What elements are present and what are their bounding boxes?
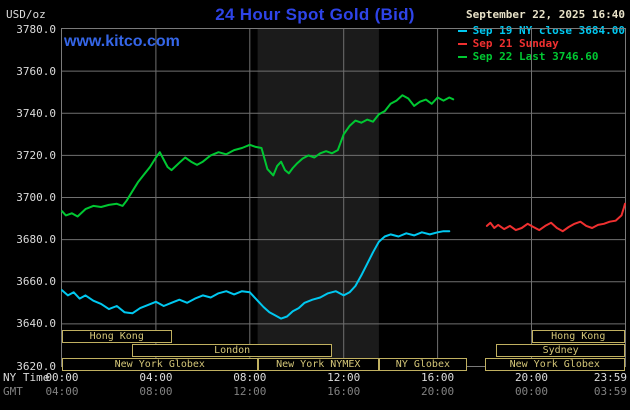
- x-axis-row-label: NY Time: [3, 371, 50, 384]
- y-axis-tick-label: 3760.0: [16, 64, 56, 78]
- chart-datetime: September 22, 2025 16:40: [466, 8, 625, 21]
- y-axis-tick-label: 3700.0: [16, 191, 56, 204]
- y-axis-tick-label: 3620.0: [16, 359, 56, 373]
- plot-area: [61, 29, 626, 366]
- x-axis-tick-label: 08:00: [139, 385, 173, 398]
- x-axis-tick-label: 00:00: [514, 385, 549, 398]
- y-axis-tick-label: 3640.0: [16, 317, 56, 331]
- y-axis-tick-label: 3780.0: [16, 22, 56, 36]
- x-axis-row-label: GMT: [3, 385, 23, 398]
- y-axis-tick-label: 3740.0: [16, 106, 56, 120]
- y-axis-units-label: USD/oz: [6, 8, 46, 21]
- x-axis-tick-label: 04:00: [45, 385, 79, 398]
- x-axis-row-ny-time: NY Time 00:00 04:00 08:00 12:00 16:00 20:00 23:…: [0, 371, 630, 384]
- x-axis-tick-label: 12:00: [327, 371, 361, 384]
- x-axis-tick-label: 12:00: [233, 385, 267, 398]
- series-sep-21-sunday: [485, 202, 626, 233]
- legend-label-sep22: Sep 22 Last 3746.60: [472, 50, 599, 63]
- series-sep-22: [61, 94, 455, 218]
- legend-label-sep21: Sep 21 Sunday: [472, 37, 559, 50]
- session-box-sydney: Sydney: [496, 344, 625, 357]
- series-sep-19-ny-close: [61, 230, 451, 320]
- session-box-hong-kong: Hong Kong: [531, 330, 625, 343]
- session-box-ny-globex: NY Globex: [378, 358, 467, 371]
- session-box-new-york-globex: New York Globex: [62, 358, 258, 371]
- y-axis-tick-label: 3680.0: [16, 233, 56, 247]
- plot-frame: Hong Kong Hong Kong London Sydney New York G…: [61, 28, 626, 371]
- y-axis-tick-label: 3660.0: [16, 275, 56, 289]
- x-axis-tick-label: 20:00: [421, 385, 455, 398]
- x-axis-tick-label: 08:00: [233, 371, 267, 384]
- chart-title: 24 Hour Spot Gold (Bid): [215, 5, 415, 24]
- session-box-london: London: [132, 344, 332, 357]
- x-axis-tick-label: 20:00: [514, 371, 549, 384]
- legend-item-sep22: Sep 22 Last 3746.60: [457, 50, 625, 63]
- x-axis-tick-label: 16:00: [421, 371, 455, 384]
- x-axis-tick-label: 04:00: [139, 371, 173, 384]
- legend-marker-sep19: [457, 29, 467, 32]
- legend: Sep 19 NY close 3684.00 Sep 21 Sunday Se…: [457, 24, 625, 63]
- legend-item-sep19: Sep 19 NY close 3684.00: [457, 24, 625, 37]
- session-box-hong-kong: Hong Kong: [62, 330, 172, 343]
- x-axis-row-gmt: GMT 04:00 08:00 12:00 16:00 20:00 00:00 03:59: [0, 385, 630, 398]
- legend-marker-sep22: [457, 55, 467, 58]
- session-box-new-york-globex: New York Globex: [484, 358, 625, 371]
- x-axis-tick-label: 16:00: [327, 385, 361, 398]
- kitco-watermark-link[interactable]: www.kitco.com: [64, 33, 180, 50]
- x-axis-tick-label: 23:59: [593, 371, 627, 384]
- y-axis-tick-label: 3720.0: [16, 148, 56, 162]
- legend-item-sep21: Sep 21 Sunday: [457, 37, 625, 50]
- legend-label-sep19: Sep 19 NY close 3684.00: [472, 24, 625, 37]
- session-box-new-york-nymex: New York NYMEX: [257, 358, 379, 371]
- x-axis-tick-label: 00:00: [45, 371, 79, 384]
- legend-marker-sep21: [457, 42, 467, 45]
- x-axis-tick-label: 03:59: [593, 385, 627, 398]
